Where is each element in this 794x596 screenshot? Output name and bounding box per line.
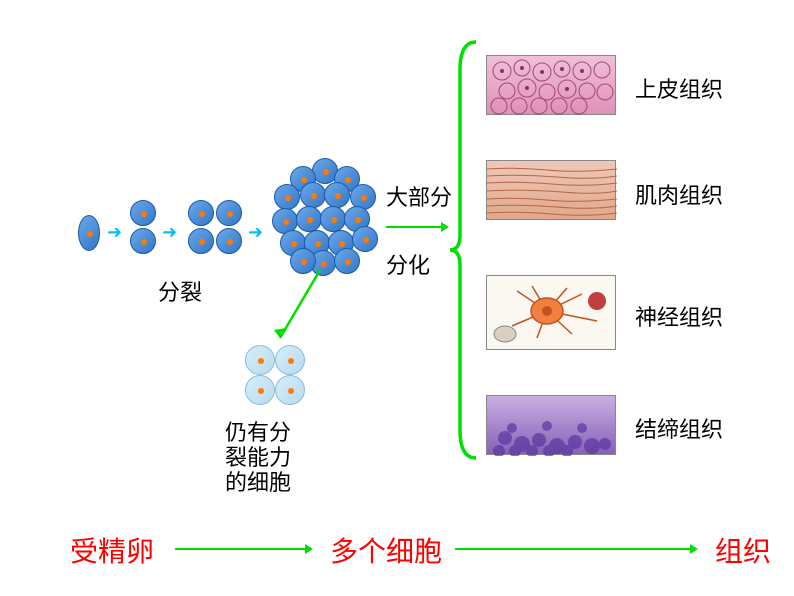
label-muscle: 肌肉组织 — [635, 178, 723, 210]
cell-cluster — [272, 158, 382, 268]
arrow-to-tissues — [386, 226, 441, 228]
bottom-fertilized-egg: 受精卵 — [70, 530, 154, 570]
label-nerve: 神经组织 — [635, 300, 723, 332]
label-connective: 结缔组织 — [635, 412, 723, 444]
arrow-small-2: ➜ — [162, 222, 177, 243]
label-epithelial: 上皮组织 — [635, 72, 723, 104]
tissue-muscle — [486, 160, 616, 220]
bottom-arrow-1 — [175, 548, 305, 550]
arrow-small-3: ➜ — [248, 222, 263, 243]
bottom-arrow-2 — [455, 548, 690, 550]
tissue-connective — [486, 395, 616, 455]
arrow-diagonal — [270, 270, 330, 350]
label-stilldividing-3: 的细胞 — [225, 465, 291, 497]
tissue-nerve — [486, 275, 616, 350]
bottom-many-cells: 多个细胞 — [330, 530, 442, 570]
arrow-small-1: ➜ — [107, 222, 122, 243]
bottom-tissue: 组织 — [715, 530, 771, 570]
label-division: 分裂 — [158, 275, 202, 307]
bracket — [448, 40, 478, 460]
tissue-epithelial — [486, 55, 616, 115]
label-mostpart: 大部分 — [386, 180, 452, 212]
label-differentiation: 分化 — [386, 248, 430, 280]
